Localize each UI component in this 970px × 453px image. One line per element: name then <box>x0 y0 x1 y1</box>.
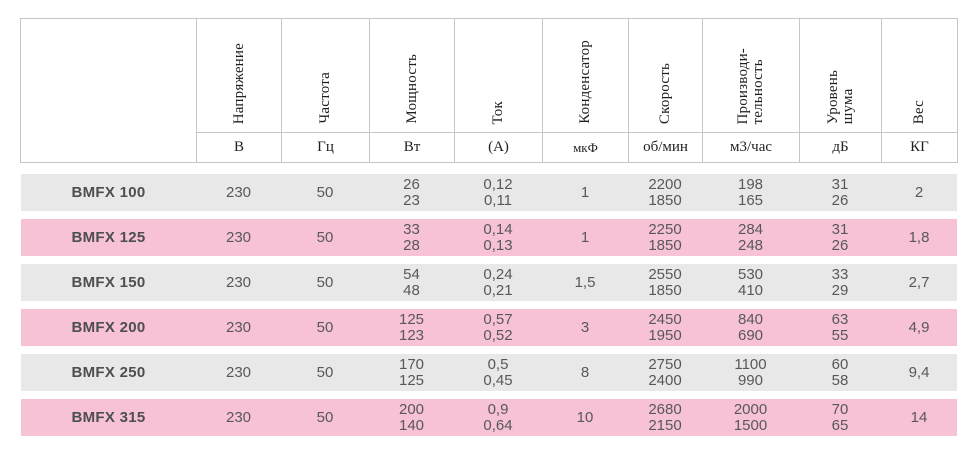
cell-current: 0,14 0,13 <box>483 220 513 254</box>
column-label: Вес <box>911 99 927 124</box>
cell-capacity: 1100 990 <box>734 355 767 389</box>
cell-current: 0,9 0,64 <box>483 400 513 434</box>
cell-weight: 9,4 <box>908 363 930 381</box>
model-name: BMFX 250 <box>71 363 146 381</box>
cell-voltage: 230 <box>225 363 252 381</box>
cell-capacitor: 10 <box>576 408 594 426</box>
cell-speed: 2750 2400 <box>648 355 682 389</box>
cell-voltage: 230 <box>225 408 252 426</box>
cell-capacitor: 3 <box>580 318 590 336</box>
cell-frequency: 50 <box>316 318 334 336</box>
cell-noise: 63 55 <box>831 310 849 344</box>
cell-current: 0,24 0,21 <box>483 265 513 299</box>
cell-weight: 1,8 <box>908 228 930 246</box>
cell-power: 54 48 <box>403 265 420 299</box>
cell-weight: 2,7 <box>908 273 930 291</box>
cell-capacity: 284 248 <box>737 220 764 254</box>
cell-speed: 2200 1850 <box>648 175 682 209</box>
cell-capacitor: 8 <box>580 363 590 381</box>
cell-noise: 70 65 <box>831 400 849 434</box>
spec-table: Напряжение Частота Мощность Ток Конденса… <box>20 18 958 444</box>
cell-frequency: 50 <box>316 183 334 201</box>
cell-capacity: 198 165 <box>737 175 764 209</box>
cell-power: 200 140 <box>398 400 425 434</box>
table-row-bmfx-150: BMFX 150 230 50 54 48 0,24 0,21 1,5 2550… <box>21 264 957 301</box>
column-label: Напряжение <box>230 42 247 124</box>
cell-noise: 60 58 <box>831 355 849 389</box>
column-header-voltage: Напряжение <box>196 19 281 132</box>
column-header-speed: Скорость <box>628 19 702 132</box>
column-unit-voltage: В <box>196 132 281 162</box>
model-name: BMFX 200 <box>71 318 146 336</box>
cell-capacitor: 1 <box>580 183 590 201</box>
cell-speed: 2680 2150 <box>648 400 682 434</box>
table-row-bmfx-250: BMFX 250 230 50 170 125 0,5 0,45 8 2750 … <box>21 354 957 391</box>
cell-weight: 14 <box>910 408 928 426</box>
cell-noise: 31 26 <box>831 175 849 209</box>
column-header-current: Ток <box>454 19 542 132</box>
column-header-capacitor: Конденсатор <box>542 19 628 132</box>
column-label: Конденсатор <box>577 40 593 124</box>
table-row-bmfx-315: BMFX 315 230 50 200 140 0,9 0,64 10 2680… <box>21 399 957 436</box>
column-unit-speed: об/мин <box>628 132 702 162</box>
table-row-bmfx-200: BMFX 200 230 50 125 123 0,57 0,52 3 2450… <box>21 309 957 346</box>
cell-voltage: 230 <box>225 273 252 291</box>
cell-speed: 2250 1850 <box>648 220 682 254</box>
column-unit-noise: дБ <box>799 132 881 162</box>
column-unit-capacity: м3/час <box>702 132 799 162</box>
cell-voltage: 230 <box>225 318 252 336</box>
column-unit-current: (А) <box>454 132 542 162</box>
cell-weight: 4,9 <box>908 318 930 336</box>
column-header-frequency: Частота <box>281 19 369 132</box>
column-unit-capacitor: мкФ <box>542 132 628 162</box>
cell-power: 26 23 <box>403 175 420 209</box>
model-name: BMFX 100 <box>71 183 146 201</box>
cell-current: 0,12 0,11 <box>483 175 513 209</box>
model-name: BMFX 125 <box>71 228 146 246</box>
cell-frequency: 50 <box>316 363 334 381</box>
table-body: BMFX 100 230 50 26 23 0,12 0,11 1 2200 1… <box>20 174 958 436</box>
table-row-bmfx-125: BMFX 125 230 50 33 28 0,14 0,13 1 2250 1… <box>21 219 957 256</box>
cell-current: 0,5 0,45 <box>483 355 513 389</box>
column-header-weight: Вес <box>881 19 957 132</box>
column-label: Частота <box>317 72 333 124</box>
cell-speed: 2550 1850 <box>648 265 682 299</box>
column-unit-frequency: Гц <box>281 132 369 162</box>
column-unit-power: Вт <box>369 132 454 162</box>
column-label: Ток <box>490 100 506 124</box>
cell-frequency: 50 <box>316 408 334 426</box>
column-header-power: Мощность <box>369 19 454 132</box>
column-label: Уровень шума <box>824 69 856 124</box>
column-label: Производи- тельность <box>735 47 766 125</box>
cell-voltage: 230 <box>225 183 252 201</box>
table-row-bmfx-100: BMFX 100 230 50 26 23 0,12 0,11 1 2200 1… <box>21 174 957 211</box>
column-label: Мощность <box>403 54 420 124</box>
cell-power: 125 123 <box>398 310 425 344</box>
cell-frequency: 50 <box>316 228 334 246</box>
table-header: Напряжение Частота Мощность Ток Конденса… <box>20 18 958 163</box>
cell-current: 0,57 0,52 <box>483 310 513 344</box>
model-name: BMFX 150 <box>71 273 146 291</box>
column-label: Скорость <box>657 62 673 124</box>
cell-capacity: 530 410 <box>737 265 764 299</box>
cell-voltage: 230 <box>225 228 252 246</box>
column-header-noise: Уровень шума <box>799 19 881 132</box>
cell-capacity: 2000 1500 <box>733 400 768 434</box>
cell-speed: 2450 1950 <box>648 310 682 344</box>
header-corner-cell <box>21 19 196 162</box>
cell-capacity: 840 690 <box>737 310 764 344</box>
cell-noise: 31 26 <box>831 220 849 254</box>
cell-noise: 33 29 <box>831 265 849 299</box>
cell-frequency: 50 <box>316 273 334 291</box>
cell-weight: 2 <box>914 183 924 201</box>
cell-power: 33 28 <box>403 220 420 254</box>
cell-capacitor: 1 <box>580 228 590 246</box>
column-unit-weight: КГ <box>881 132 957 162</box>
column-header-capacity: Производи- тельность <box>702 19 799 132</box>
cell-power: 170 125 <box>398 355 425 389</box>
model-name: BMFX 315 <box>71 408 146 426</box>
cell-capacitor: 1,5 <box>574 273 596 291</box>
